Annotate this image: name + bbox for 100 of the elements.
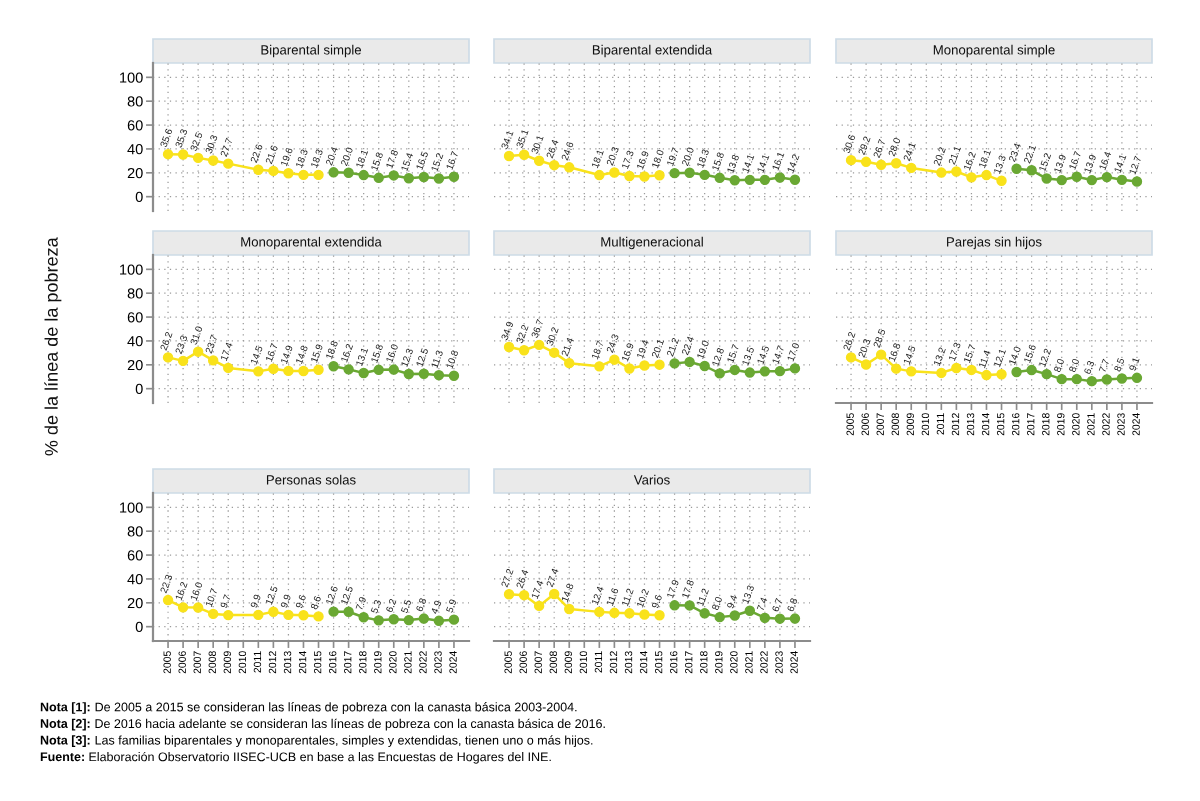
point — [448, 614, 460, 625]
data-label: 20.0 — [681, 146, 695, 167]
x-tick-label: 2022 — [419, 651, 427, 674]
x-tick-label: 2014 — [981, 413, 990, 436]
data-label: 28.0 — [888, 137, 901, 157]
data-label: 13.1 — [355, 347, 369, 367]
y-tick-label: 60 — [127, 312, 143, 323]
point — [890, 158, 902, 169]
point — [759, 174, 771, 186]
point — [343, 167, 354, 179]
data-label: 16.2 — [340, 343, 354, 363]
x-tick-label: 2017 — [1027, 413, 1035, 436]
x-tick-label: 2017 — [344, 651, 352, 674]
point — [1011, 366, 1022, 378]
data-label: 11.6 — [606, 587, 619, 606]
data-label: 28.5 — [873, 328, 886, 348]
data-label: 17.4 — [220, 341, 233, 361]
point — [966, 364, 977, 376]
point — [714, 611, 725, 623]
point — [448, 171, 460, 182]
data-label: 17.3 — [621, 150, 634, 170]
data-label: 5.3 — [370, 599, 382, 614]
point — [283, 168, 294, 179]
x-tick-label: 2013 — [966, 413, 975, 436]
x-tick-label: 2010 — [579, 651, 588, 674]
y-tick-label: 20 — [127, 167, 143, 179]
data-label: 26.2 — [159, 331, 173, 351]
x-tick-label: 2023 — [775, 651, 783, 674]
x-tick-label: 2015 — [654, 651, 663, 674]
x-tick-label: 2009 — [564, 651, 573, 674]
data-label: 30.2 — [546, 326, 559, 347]
point — [564, 603, 575, 615]
x-tick-label: 2005 — [504, 651, 512, 674]
data-label: 18.3 — [295, 148, 308, 168]
data-label: 15.9 — [310, 343, 324, 363]
point — [1086, 174, 1098, 186]
point — [744, 605, 756, 617]
point — [343, 606, 354, 617]
point — [283, 609, 294, 621]
data-label: 35.6 — [159, 128, 173, 148]
chart-title: Multigeneracional — [601, 236, 703, 250]
data-label: 26.4 — [515, 569, 529, 589]
data-label: 17.3 — [948, 342, 961, 362]
x-tick-label: 2011 — [936, 413, 945, 435]
point — [714, 172, 725, 184]
data-label: 8.0 — [1053, 358, 1065, 373]
data-label: 23.3 — [174, 334, 188, 355]
data-label: 14.8 — [561, 583, 574, 603]
data-label: 16.7 — [265, 342, 278, 362]
y-tick-label: 100 — [120, 72, 143, 83]
point — [654, 610, 665, 621]
y-tick-label: 20 — [127, 597, 143, 609]
point — [418, 368, 430, 379]
data-label: 18.1 — [355, 149, 369, 169]
point — [729, 364, 740, 376]
point — [1041, 173, 1052, 184]
x-tick-label: 2022 — [1102, 413, 1110, 436]
data-label: 11.3 — [430, 349, 444, 369]
point — [177, 602, 189, 613]
point — [699, 360, 710, 372]
point — [684, 600, 695, 611]
data-label: 7.7 — [1098, 358, 1110, 373]
point — [860, 359, 872, 370]
point — [1086, 375, 1098, 387]
point — [403, 368, 415, 380]
data-label: 20.0 — [340, 146, 354, 167]
point — [609, 167, 620, 178]
data-label: 18.3 — [696, 148, 710, 168]
x-tick-label: 2012 — [951, 413, 960, 436]
point — [981, 169, 992, 181]
x-tick-label: 2007 — [876, 413, 884, 436]
point — [624, 608, 635, 619]
data-label: 14.8 — [295, 345, 308, 365]
data-label: 18.7 — [591, 340, 604, 360]
data-label: 13.5 — [741, 346, 755, 366]
data-label: 15.8 — [711, 151, 725, 171]
data-label: 19.7 — [666, 147, 680, 167]
data-label: 12.4 — [591, 585, 604, 605]
data-label: 17.0 — [786, 342, 800, 362]
point — [845, 154, 857, 166]
x-tick-label: 2022 — [760, 651, 768, 674]
x-tick-label: 2020 — [1072, 413, 1080, 436]
data-label: 16.4 — [1098, 151, 1112, 171]
y-tick-label: 20 — [127, 359, 143, 371]
point — [714, 368, 725, 379]
data-label: 14.2 — [786, 153, 800, 173]
point — [774, 365, 786, 377]
data-label: 9.4 — [726, 594, 738, 609]
data-label: 15.2 — [430, 152, 444, 172]
point — [207, 608, 219, 620]
data-label: 16.1 — [771, 151, 785, 171]
y-tick-label: 60 — [127, 550, 143, 561]
data-label: 26.4 — [546, 139, 559, 159]
x-tick-label: 2009 — [223, 651, 232, 674]
point — [433, 173, 445, 184]
text: Nota [3]: Las familias biparentales y monoparentales, simples y extendidas, tienen uno o más hijos. — [40, 735, 593, 748]
data-label: 22.6 — [250, 143, 263, 164]
data-label: 26.2 — [842, 331, 856, 351]
x-tick-label: 2014 — [298, 651, 307, 674]
data-label: 14.1 — [1113, 153, 1127, 173]
